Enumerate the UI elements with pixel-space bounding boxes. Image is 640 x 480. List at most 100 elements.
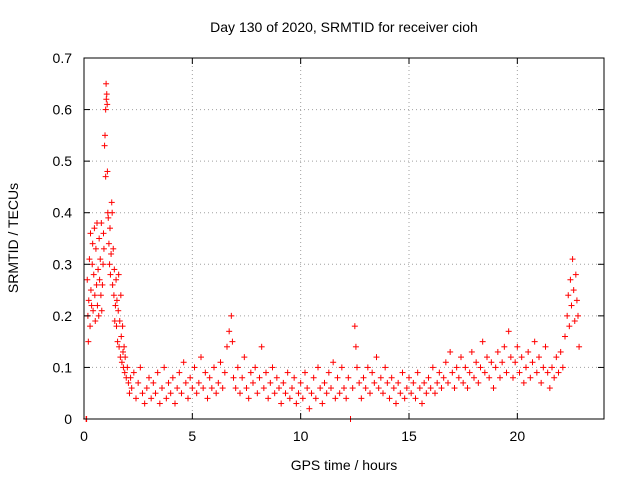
data-point <box>540 364 547 371</box>
data-point <box>451 385 458 392</box>
data-point <box>412 395 419 402</box>
data-point <box>572 271 579 278</box>
data-point <box>103 91 110 98</box>
data-point <box>107 225 113 232</box>
data-point <box>514 343 521 350</box>
data-point <box>156 400 163 407</box>
data-point <box>109 209 116 216</box>
data-point <box>234 364 241 371</box>
data-point <box>172 400 178 407</box>
data-point <box>122 354 129 361</box>
data-point <box>219 385 226 392</box>
data-point <box>557 348 564 355</box>
data-point <box>516 369 523 376</box>
data-point <box>125 379 132 386</box>
data-point <box>91 225 98 232</box>
data-point <box>198 354 204 361</box>
data-point <box>466 369 473 376</box>
data-point <box>423 390 430 397</box>
data-point <box>98 220 105 227</box>
data-point <box>232 385 239 392</box>
data-point <box>239 374 246 381</box>
data-point <box>150 379 157 386</box>
data-point <box>282 390 289 397</box>
data-point <box>193 390 200 397</box>
data-point <box>108 250 115 257</box>
data-point <box>494 348 501 355</box>
data-point <box>406 374 412 381</box>
data-point <box>185 395 191 402</box>
data-point <box>468 348 475 355</box>
data-point <box>88 302 95 309</box>
data-point <box>525 348 532 355</box>
data-point <box>349 385 356 392</box>
data-point <box>546 385 553 392</box>
data-point <box>571 318 578 325</box>
data-point <box>224 343 230 350</box>
data-point <box>566 323 573 330</box>
data-point <box>341 385 347 392</box>
data-point <box>297 379 304 386</box>
data-point <box>575 312 581 319</box>
data-point <box>564 312 571 319</box>
data-point <box>351 323 358 330</box>
data-point <box>354 364 360 371</box>
data-point <box>127 374 134 381</box>
data-point <box>403 385 410 392</box>
data-point <box>323 390 330 397</box>
data-point <box>538 379 545 386</box>
data-point <box>280 379 287 386</box>
data-point <box>559 364 566 371</box>
x-axis-label: GPS time / hours <box>291 457 398 473</box>
data-point <box>481 369 488 376</box>
data-point <box>111 266 118 273</box>
data-point <box>182 379 189 386</box>
data-point <box>304 385 311 392</box>
data-point <box>87 323 94 330</box>
data-point <box>93 281 100 288</box>
data-point <box>567 276 574 283</box>
data-point <box>154 369 161 376</box>
data-point <box>115 307 122 314</box>
data-point <box>87 287 94 294</box>
data-point <box>217 359 224 366</box>
data-point <box>440 374 447 381</box>
data-point <box>118 333 125 340</box>
data-point <box>345 374 352 381</box>
data-point <box>380 390 386 397</box>
data-point <box>159 385 165 392</box>
data-point <box>338 364 345 371</box>
data-point <box>544 369 551 376</box>
data-point <box>555 369 562 376</box>
y-tick-label: 0.3 <box>53 256 73 272</box>
data-point <box>373 354 380 361</box>
data-point <box>89 261 96 268</box>
plot-frame <box>83 57 605 420</box>
data-point <box>336 390 343 397</box>
data-point <box>510 374 516 381</box>
data-point <box>229 338 236 345</box>
data-point <box>529 359 536 366</box>
data-point <box>295 390 302 397</box>
data-point <box>352 343 359 350</box>
data-point <box>106 261 113 268</box>
data-point <box>334 374 341 381</box>
data-point <box>393 400 399 407</box>
data-point <box>523 364 529 371</box>
data-point <box>364 364 371 371</box>
data-point <box>553 354 560 361</box>
data-point <box>445 379 451 386</box>
axis-ticks: 0 0.1 0.2 0.3 0.4 0.5 0.6 0.7 0 5 10 15 20 <box>53 50 604 444</box>
data-point <box>105 214 112 221</box>
data-point <box>118 359 125 366</box>
data-point <box>479 338 486 345</box>
data-point <box>247 369 254 376</box>
data-point <box>384 379 391 386</box>
data-point <box>473 359 480 366</box>
data-point <box>230 374 237 381</box>
data-point <box>273 374 280 381</box>
data-point <box>276 385 282 392</box>
data-point <box>447 348 454 355</box>
data-point <box>95 312 102 319</box>
data-point <box>191 364 198 371</box>
